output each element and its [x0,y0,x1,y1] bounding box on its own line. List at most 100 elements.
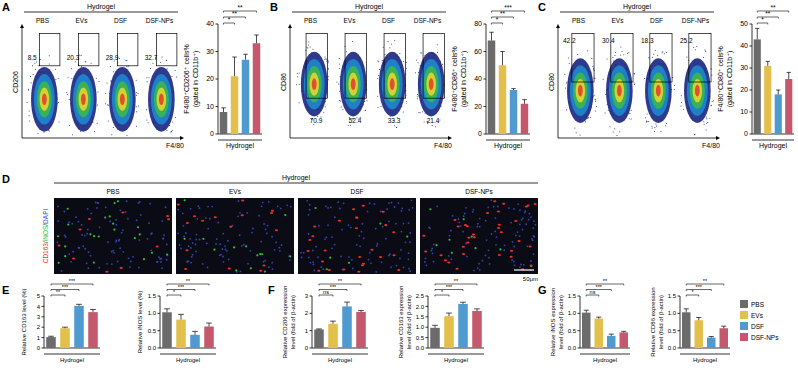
nucleus [324,238,326,240]
stain-spot [275,229,278,231]
nucleus [190,247,192,249]
event-dot [325,57,326,58]
error-cap [232,57,236,58]
density-contour [418,52,445,117]
event-dot [655,124,656,125]
event-dot [631,119,632,120]
x-group-line [44,354,100,355]
nucleus [81,224,83,226]
group-label: DSF-NPs [682,17,710,24]
error-cap [446,313,452,314]
error-cap [192,331,198,332]
error-cap [776,90,780,91]
nucleus [191,256,193,258]
nucleus [224,245,226,247]
significance-label: ** [770,4,776,11]
y-tick-label: 0 [744,130,748,137]
event-dot [712,101,713,102]
event-dot [605,112,606,113]
y-axis-label: level (fold of β-actin) [558,295,564,349]
error-stem [524,100,525,104]
event-dot [97,105,98,106]
error-stem [167,309,168,312]
event-dot [614,128,615,129]
significance-label: * [496,16,499,23]
plot-bg [370,28,407,136]
nucleus [519,223,521,225]
nucleus [432,252,434,254]
nucleus [97,202,99,204]
nucleus [407,258,409,260]
nucleus [162,238,164,240]
event-dot [58,78,59,79]
bar [510,90,517,134]
event-dot [138,106,139,107]
stain-spot [314,207,316,209]
event-dot [585,121,586,122]
stain-spot [453,219,456,221]
y-tick-label: 0.0 [416,345,425,351]
event-dot [108,120,109,121]
bars [314,302,366,348]
bar [342,306,352,348]
event-dot [634,73,635,74]
event-dot [175,117,176,118]
nucleus [398,202,400,204]
nucleus [351,259,353,261]
nucleus [57,220,59,222]
nucleus [222,233,224,235]
stain-spot [259,270,262,272]
nucleus [195,239,197,241]
nucleus [260,241,262,243]
event-dot [297,73,298,74]
stain-spot [262,265,265,267]
y-tick [578,330,581,331]
bar [620,332,629,348]
event-dot [655,50,656,51]
event-dot [150,68,151,69]
event-dot [299,73,300,74]
nucleus [533,220,535,222]
nucleus [519,235,521,237]
stain-spot [229,226,232,228]
gate-percentage: 52.4 [349,117,362,124]
stain-spot [264,270,266,272]
y-axis-label: F4/80⁺CD86⁺ cells% [451,46,458,111]
significance-label: ** [603,278,608,284]
stain-spot [120,267,123,269]
density-contour [651,72,666,108]
event-dot [619,131,620,132]
nucleus [503,249,505,251]
significance-label: *** [596,284,603,290]
density-plot [409,28,446,136]
y-tick [42,337,45,338]
stain-spot [473,236,476,238]
event-dot [634,73,635,74]
stain-spot [186,222,189,224]
density-contour [351,78,356,90]
event-dot [419,112,420,113]
nucleus [531,238,533,240]
bar [775,94,782,134]
event-dot [660,131,661,132]
event-dot [308,41,309,42]
nucleus [478,263,480,265]
error-bar [787,72,791,79]
stain-spot [397,269,400,271]
flow-panel: BHydrogelPBS70.9EVs52.4DSF33.3DSF-NPs21.… [270,1,452,149]
density-contour [656,85,661,97]
nucleus [106,263,108,265]
y-tick [310,313,313,314]
nucleus [190,262,192,264]
event-dot [160,62,161,63]
nucleus [183,225,185,227]
nucleus [356,244,358,246]
event-dot [416,59,417,60]
event-dot [415,72,416,73]
x-axis-label: Hydrogel [176,357,200,363]
nucleus [327,207,329,209]
nucleus [275,241,277,243]
density-contour [118,88,128,111]
gate-percentage: 28.9 [106,54,119,61]
nucleus [87,267,89,269]
